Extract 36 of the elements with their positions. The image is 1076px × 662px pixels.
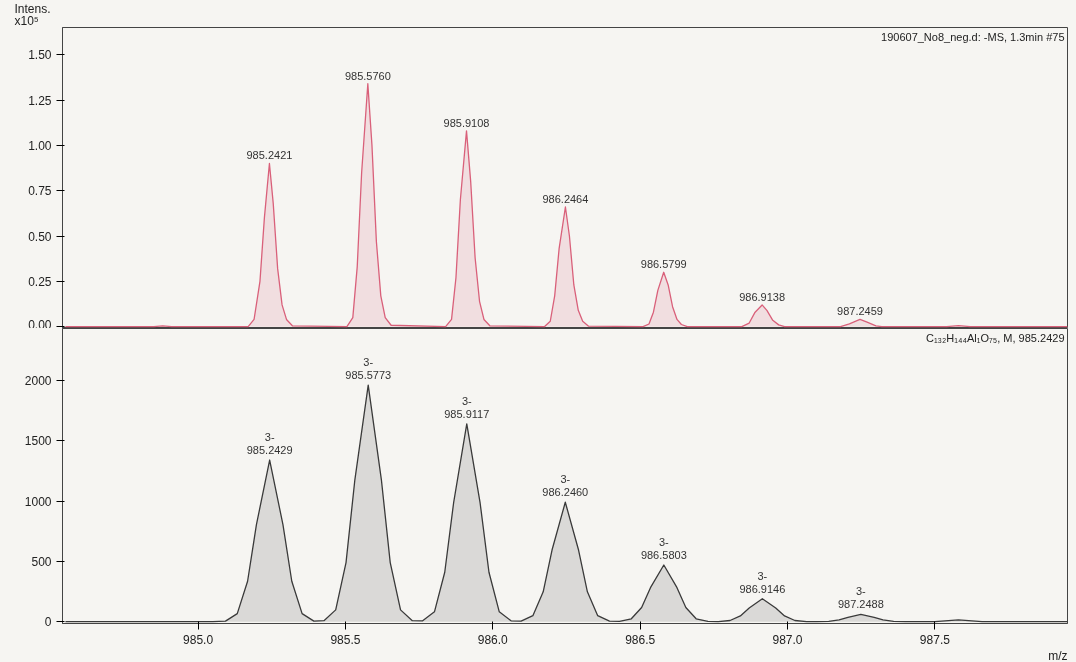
x-tick-label: 985.5 [330, 632, 361, 647]
annotation: 985.2421 [246, 149, 293, 162]
y-tick-label: 2000 [24, 373, 52, 388]
y-tick-label: 0.50 [28, 229, 52, 244]
x-tick-label: 986.5 [625, 632, 656, 647]
y-tick-label: 1.50 [28, 48, 52, 63]
annotation: 3- 986.5803 [640, 535, 687, 561]
annotation: 3- 986.9146 [739, 569, 786, 595]
y-tick-label: 0.00 [28, 317, 52, 332]
y-tick-label: 0 [44, 615, 52, 630]
y-tick-label: 500 [31, 554, 52, 569]
x-tick-label: 985.0 [183, 632, 214, 647]
annotation: 986.9138 [739, 290, 786, 303]
annotation: 986.2464 [542, 193, 589, 206]
annotation: 3- 985.9117 [444, 394, 490, 420]
annotation: C₁₃₂H₁₄₄Al₁O₇₅, M, 985.2429 [925, 331, 1065, 344]
annotation: 3- 986.2460 [542, 473, 589, 499]
annotation: 985.5760 [344, 69, 391, 82]
annotation: 3- 985.5773 [345, 356, 392, 382]
y-axis-title: Intens. x10⁵ [14, 1, 51, 29]
annotation: 986.5799 [640, 258, 687, 271]
x-tick-label: 986.0 [477, 632, 509, 647]
y-tick-label: 1000 [24, 494, 52, 509]
annotation: 190607_No8_neg.d: -MS, 1.3min #75 [881, 30, 1065, 43]
y-tick-label: 1.00 [28, 138, 52, 153]
annotation: 987.2459 [837, 305, 883, 318]
annotation: 3- 985.2429 [246, 430, 293, 457]
x-tick-label: 987.5 [919, 632, 951, 647]
annotation: 3- 987.2488 [837, 585, 884, 611]
x-tick-label: 987.0 [772, 632, 803, 647]
y-tick-label: 0.25 [28, 274, 52, 289]
y-tick-label: 1500 [24, 434, 52, 449]
y-tick-label: 1.25 [28, 93, 52, 108]
x-axis-title: m/z [1048, 648, 1068, 662]
y-tick-label: 0.75 [28, 184, 52, 199]
annotation: 985.9108 [443, 116, 490, 129]
